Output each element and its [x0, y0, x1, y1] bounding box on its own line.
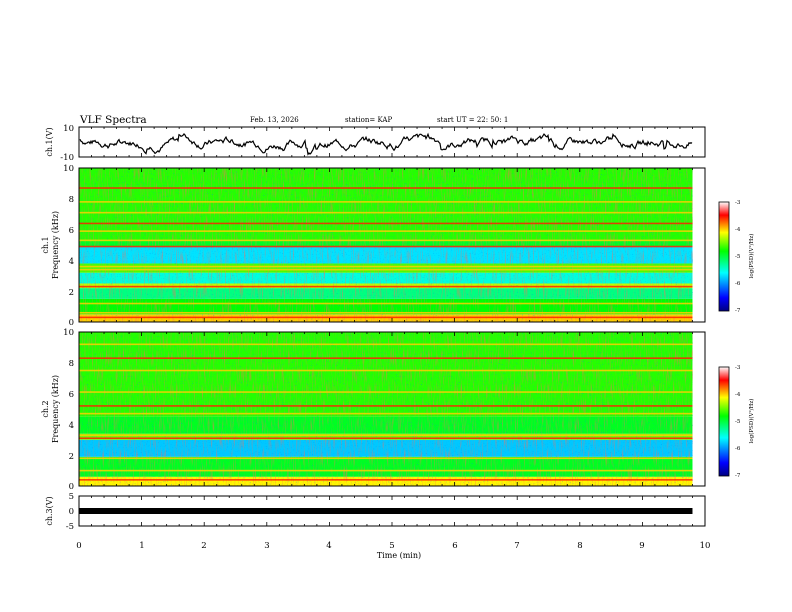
ch1-freq-tick: 10 — [63, 164, 74, 174]
ch2-ylabel-channel: ch.2 — [41, 400, 50, 417]
ch1-waveform-frame — [78, 126, 706, 158]
colorbar-2-tick: -5 — [735, 419, 741, 425]
time-tick-label: 1 — [139, 541, 144, 551]
spectrogram-tone-line — [79, 222, 693, 225]
ch3-ylabel: ch.3(V) — [45, 496, 54, 525]
ch2-spectrogram-tones — [79, 343, 693, 481]
time-tick-label: 8 — [577, 541, 582, 551]
date-label: Feb. 13, 2026 — [250, 116, 299, 124]
ch2-freq-tick: 6 — [69, 390, 74, 400]
colorbar-1-tick: -6 — [735, 281, 741, 287]
time-axis-label: Time (min) — [377, 551, 421, 560]
colorbar-1-tick: -5 — [735, 254, 741, 260]
spectrogram-tone-line — [79, 302, 693, 305]
spectrogram-tone-line — [79, 201, 693, 203]
figure-header: VLF Spectra Feb. 13, 2026 station= KAP s… — [79, 114, 508, 126]
ch3-ytick-label: 0 — [69, 507, 74, 517]
ch1-tick-marks — [78, 127, 706, 157]
colorbar-2-label: log(PSD)(V²/Hz) — [748, 399, 755, 444]
ch1-freq-tick: 6 — [69, 226, 74, 236]
colorbar-1-label: log(PSD)(V²/Hz) — [748, 234, 755, 279]
ch3-ytick-label: 5 — [69, 492, 74, 502]
spectrogram-tone-line — [79, 412, 693, 415]
ch1-ytick-label: 10 — [63, 124, 74, 134]
ch2-freq-tick: 0 — [69, 482, 74, 492]
colorbar-1-tick: -3 — [735, 200, 741, 206]
ch2-freq-tick: 4 — [69, 421, 74, 431]
spectrogram-tone-line — [79, 265, 693, 268]
ch1-ylabel-channel: ch.1 — [41, 236, 50, 253]
ch3-ytick-label: -5 — [66, 522, 74, 532]
spectrogram-tone-line — [79, 230, 693, 232]
ch1-spectrogram-panel: 0 2 4 6 8 10 ch.1 Frequency (kHz) — [41, 164, 706, 328]
ch1-ylabel-frequency: Frequency (kHz) — [51, 211, 60, 279]
colorbar-2-gradient — [718, 366, 730, 477]
figure-title: VLF Spectra — [79, 114, 147, 126]
spectrogram-tone-line — [79, 211, 693, 214]
colorbar-2-tick: -3 — [735, 365, 741, 371]
time-tick-label: 3 — [264, 541, 269, 551]
time-tick-label: 7 — [514, 541, 519, 551]
spectrogram-tone-line — [79, 316, 693, 319]
ch3-waveform-panel: 5 0 -5 ch.3(V) — [45, 492, 706, 532]
spectrogram-tone-line — [79, 469, 693, 472]
ch3-level-line — [79, 508, 693, 514]
time-tick-label: 4 — [326, 541, 331, 551]
ch1-waveform-panel: 10 -10 ch.1(V) — [45, 124, 706, 163]
ch1-freq-tick: 0 — [69, 318, 74, 328]
time-tick-label: 2 — [201, 541, 206, 551]
colorbar-2-tick: -7 — [735, 473, 741, 479]
colorbar-2: -3 -4 -5 -6 -7 log(PSD)(V²/Hz) — [718, 365, 755, 479]
ch2-spectrogram-panel: 0 2 4 6 8 10 ch.2 Frequency (kHz) — [41, 328, 706, 492]
time-tick-label: 5 — [389, 541, 394, 551]
colorbar-2-tick: -6 — [735, 446, 741, 452]
colorbar-1: -3 -4 -5 -6 -7 log(PSD)(V²/Hz) — [718, 200, 755, 314]
colorbar-1-gradient — [718, 201, 730, 312]
ch1-spectrogram-frame — [78, 167, 706, 323]
ch2-spectrogram-frame — [78, 331, 706, 487]
spectrogram-tone-line — [79, 268, 693, 271]
time-tick-label: 9 — [639, 541, 644, 551]
spectrogram-tone-line — [79, 479, 693, 481]
spectrogram-tone-line — [79, 434, 693, 436]
spectrogram-tone-line — [79, 391, 693, 393]
ch1-freq-tick: 4 — [69, 257, 74, 267]
colorbar-2-tick: -4 — [735, 392, 741, 398]
spectrogram-tone-line — [79, 405, 693, 407]
ch1-spectrogram-streaks — [79, 168, 693, 322]
time-tick-label: 6 — [452, 541, 457, 551]
spectrogram-tone-line — [79, 343, 693, 346]
ch1-freq-tick: 2 — [69, 288, 74, 298]
time-tick-label: 10 — [700, 541, 711, 551]
time-tick-label: 0 — [76, 541, 81, 551]
ch1-spectrogram-tones — [79, 187, 693, 319]
start-time-label: start UT = 22: 50: 1 — [437, 116, 508, 124]
ch2-ylabel-frequency: Frequency (kHz) — [51, 375, 60, 443]
ch1-ytick-label: -10 — [60, 153, 74, 163]
spectrogram-tone-line — [79, 457, 693, 460]
ch1-waveform-line — [79, 132, 693, 156]
spectrogram-tone-line — [79, 239, 693, 242]
ch1-ylabel: ch.1(V) — [45, 127, 54, 156]
ch2-spectrogram-streaks — [79, 332, 693, 486]
ch2-freq-tick: 2 — [69, 452, 74, 462]
colorbar-1-tick: -7 — [735, 308, 741, 314]
spectrogram-tone-line — [79, 285, 693, 288]
spectrogram-tone-line — [79, 245, 693, 248]
time-axis: 0 1 2 3 4 5 6 7 8 9 10 Time (min) — [76, 541, 710, 560]
spectrogram-tone-line — [79, 357, 693, 359]
ch1-freq-tick: 8 — [69, 195, 74, 205]
spectrogram-tone-line — [79, 369, 693, 372]
spectrogram-tone-line — [79, 311, 693, 314]
ch2-freq-tick: 10 — [63, 328, 74, 338]
ch2-freq-tick: 8 — [69, 359, 74, 369]
colorbar-1-tick: -4 — [735, 227, 741, 233]
station-label: station= KAP — [345, 116, 392, 124]
spectrogram-tone-line — [79, 437, 693, 440]
ch3-waveform-frame — [78, 495, 706, 527]
spectrogram-tone-line — [79, 187, 693, 189]
